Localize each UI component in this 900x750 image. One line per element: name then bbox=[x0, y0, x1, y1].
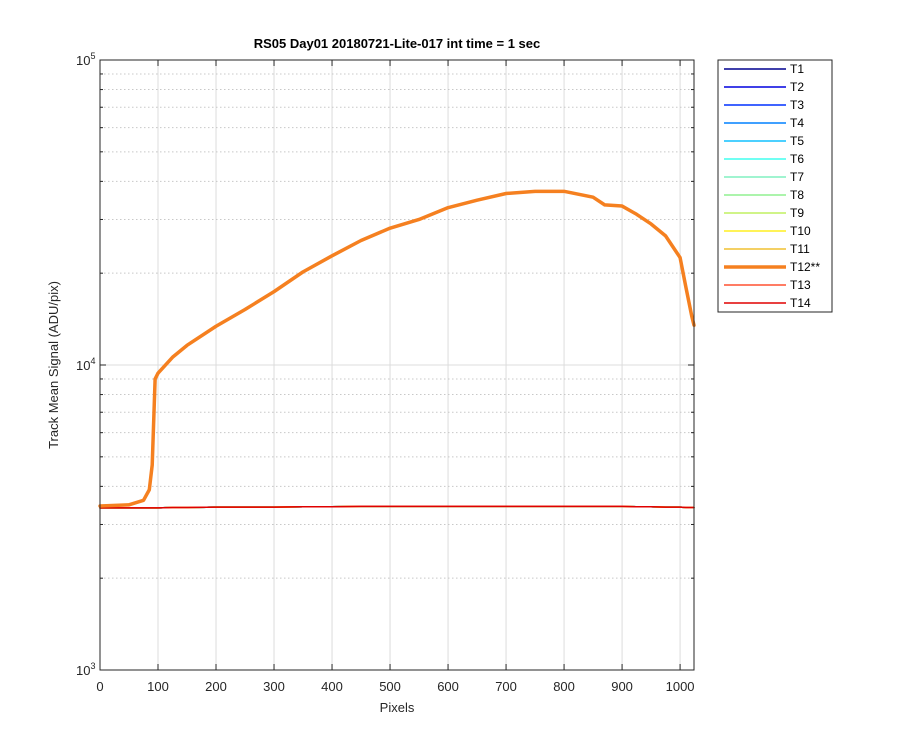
legend-label-t9: T9 bbox=[790, 206, 804, 220]
chart-title: RS05 Day01 20180721-Lite-017 int time = … bbox=[254, 36, 541, 51]
x-tick-label: 200 bbox=[205, 679, 227, 694]
legend-label-t10: T10 bbox=[790, 224, 811, 238]
legend-label-t3: T3 bbox=[790, 98, 804, 112]
legend: T1 T2 T3 T4 T5 T6 T7 T8 T9 T10 T11 T12** T13 T14 bbox=[717, 59, 833, 313]
x-tick-label: 300 bbox=[263, 679, 285, 694]
x-tick-label: 1000 bbox=[666, 679, 695, 694]
legend-box bbox=[717, 59, 833, 313]
y-tick-label: 105 bbox=[76, 51, 95, 68]
legend-label-t8: T8 bbox=[790, 188, 804, 202]
y-axis-label: Track Mean Signal (ADU/pix) bbox=[46, 281, 61, 449]
axis-ticks: 0 100 200 300 400 500 600 700 800 900 1000 103 104 10… bbox=[76, 51, 695, 694]
grid bbox=[99, 59, 694, 671]
legend-label-t12: T12** bbox=[790, 260, 820, 274]
legend-label-t4: T4 bbox=[790, 116, 804, 130]
legend-label-t6: T6 bbox=[790, 152, 804, 166]
x-axis-label: Pixels bbox=[380, 700, 415, 715]
y-tick-label: 104 bbox=[76, 356, 95, 373]
x-tick-label: 100 bbox=[147, 679, 169, 694]
legend-label-t2: T2 bbox=[790, 80, 804, 94]
x-tick-label: 900 bbox=[611, 679, 633, 694]
x-tick-label: 600 bbox=[437, 679, 459, 694]
x-tick-label: 800 bbox=[553, 679, 575, 694]
x-tick-label: 500 bbox=[379, 679, 401, 694]
legend-label-t1: T1 bbox=[790, 62, 804, 76]
x-tick-label: 0 bbox=[96, 679, 103, 694]
series-line-t14 bbox=[99, 505, 695, 509]
legend-label-t7: T7 bbox=[790, 170, 804, 184]
legend-label-t5: T5 bbox=[790, 134, 804, 148]
legend-label-t13: T13 bbox=[790, 278, 811, 292]
x-tick-label: 400 bbox=[321, 679, 343, 694]
legend-label-t14: T14 bbox=[790, 296, 811, 310]
x-tick-label: 700 bbox=[495, 679, 517, 694]
series-layer bbox=[98, 189, 696, 509]
series-line-t12 bbox=[98, 189, 696, 508]
legend-label-t11: T11 bbox=[790, 242, 810, 256]
y-tick-label: 103 bbox=[76, 661, 95, 678]
